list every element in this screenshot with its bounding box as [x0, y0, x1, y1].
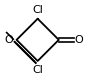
- Text: O: O: [4, 35, 13, 45]
- Text: Cl: Cl: [32, 65, 43, 75]
- Text: Cl: Cl: [32, 5, 43, 15]
- Text: O: O: [74, 35, 83, 45]
